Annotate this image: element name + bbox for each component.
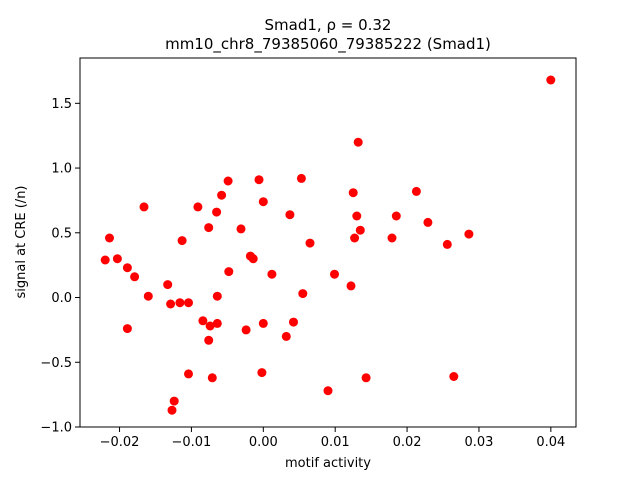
data-point <box>143 291 153 301</box>
points-layer <box>100 75 556 415</box>
data-point <box>204 335 214 345</box>
data-point <box>411 186 421 196</box>
data-point <box>217 190 227 200</box>
data-point <box>350 233 360 243</box>
data-point <box>122 263 132 273</box>
data-point <box>177 236 187 246</box>
data-point <box>175 298 185 308</box>
data-point <box>442 239 452 249</box>
x-tick-label: 0.01 <box>321 435 350 450</box>
data-point <box>285 210 295 220</box>
data-point <box>205 321 215 331</box>
data-point <box>193 202 203 212</box>
axes-frame <box>79 57 577 428</box>
data-point <box>100 255 110 265</box>
y-tick-label: −0.5 <box>40 356 72 371</box>
data-point <box>112 254 122 264</box>
data-point <box>361 373 371 383</box>
data-point <box>204 223 214 233</box>
y-tick-label: 1.5 <box>51 97 72 112</box>
x-tick-label: 0.03 <box>464 435 493 450</box>
data-point <box>139 202 149 212</box>
data-point <box>296 173 306 183</box>
ticks-layer: −0.02 −0.01 0.00 0.01 0.02 0.03 0.04 −1.0 −0.5 0.… <box>40 97 565 450</box>
data-point <box>298 289 308 299</box>
data-point <box>130 272 140 282</box>
data-point <box>449 372 459 381</box>
data-point <box>352 211 362 221</box>
chart-title: Smad1, ρ = 0.32 <box>265 16 392 34</box>
data-point <box>212 291 222 301</box>
data-point <box>353 137 363 147</box>
chart-subtitle: mm10_chr8_79385060_79385222 (Smad1) <box>165 35 491 54</box>
data-point <box>241 325 251 335</box>
data-point <box>387 233 397 243</box>
data-point <box>348 188 358 198</box>
data-point <box>546 75 556 85</box>
data-point <box>167 405 177 415</box>
data-point <box>281 331 291 341</box>
data-point <box>223 176 233 186</box>
x-tick-label: 0.04 <box>536 435 565 450</box>
data-point <box>323 386 333 396</box>
x-tick-label: 0.00 <box>249 435 278 450</box>
x-tick-label: −0.01 <box>171 435 211 450</box>
data-point <box>305 238 315 248</box>
data-point <box>257 368 267 378</box>
x-tick-label: 0.02 <box>393 435 422 450</box>
data-point <box>423 217 433 227</box>
data-point <box>163 280 173 290</box>
data-point <box>236 224 246 234</box>
y-tick-label: 0.0 <box>51 291 72 306</box>
data-point <box>258 318 268 328</box>
data-point <box>267 269 277 279</box>
data-point <box>166 299 176 309</box>
data-point <box>254 175 264 185</box>
data-point <box>464 229 474 239</box>
data-point <box>212 207 222 217</box>
y-tick-label: −1.0 <box>40 421 72 436</box>
data-point <box>198 316 208 326</box>
data-point <box>212 318 222 328</box>
data-point <box>346 281 356 291</box>
data-point <box>355 225 365 235</box>
data-point <box>184 298 193 308</box>
data-point <box>105 233 114 243</box>
data-point <box>122 324 132 334</box>
data-point <box>258 197 268 207</box>
data-point <box>224 267 234 277</box>
data-point <box>248 254 258 264</box>
x-tick-label: −0.02 <box>100 435 140 450</box>
y-tick-label: 1.0 <box>51 162 72 177</box>
y-axis-label: signal at CRE (/n) <box>14 185 29 298</box>
data-point <box>391 211 401 221</box>
data-point <box>184 369 193 379</box>
data-point <box>169 396 179 406</box>
y-tick-label: 0.5 <box>51 226 72 241</box>
data-point <box>207 373 217 383</box>
data-point <box>330 269 339 279</box>
data-point <box>289 317 298 327</box>
x-axis-label: motif activity <box>285 456 371 471</box>
